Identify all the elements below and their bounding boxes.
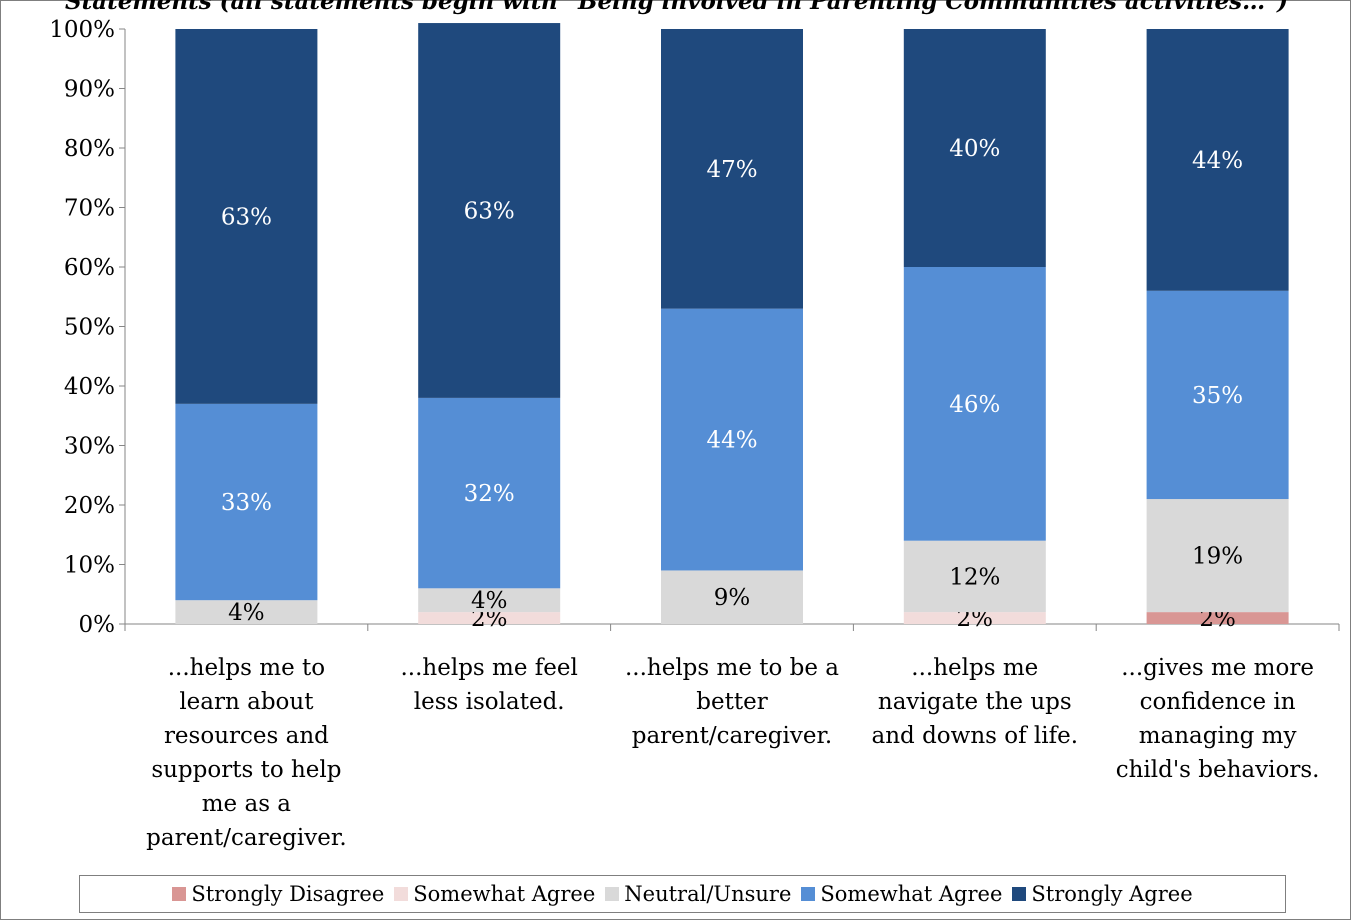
bar-segment <box>661 570 803 624</box>
data-label: 19% <box>1192 544 1243 570</box>
legend-swatch <box>605 887 620 901</box>
legend-item: Strongly Disagree <box>172 882 384 906</box>
legend-item: Somewhat Agree <box>394 882 595 906</box>
data-label: 44% <box>706 428 757 454</box>
data-label: 35% <box>1192 383 1243 409</box>
legend-label: Neutral/Unsure <box>624 882 792 906</box>
x-category-label: child's behaviors. <box>1116 757 1320 783</box>
bar-segment <box>418 588 561 613</box>
data-label: 4% <box>228 600 265 626</box>
legend-label: Somewhat Agree <box>820 882 1003 906</box>
x-category-label: ...helps me feel <box>401 655 578 681</box>
bar-segment <box>175 403 318 601</box>
legend-item: Somewhat Agree <box>801 882 1002 906</box>
x-category-label: ...helps me to be a <box>625 655 839 681</box>
legend-label: Strongly Disagree <box>191 882 385 906</box>
bar-segment <box>418 612 561 624</box>
y-tick-label: 60% <box>64 255 115 281</box>
x-category-label: ...helps me <box>911 655 1038 681</box>
data-label: 63% <box>221 204 272 230</box>
chart-title: Statements (all statements begin with "B… <box>64 0 1288 15</box>
x-category-label: ...helps me to <box>168 655 325 681</box>
bar-segment <box>903 540 1046 613</box>
legend-label: Strongly Agree <box>1031 882 1193 906</box>
x-category-label: resources and <box>164 723 329 749</box>
bar-segment <box>175 29 318 404</box>
legend-label: Somewhat Agree <box>413 882 596 906</box>
y-tick-label: 70% <box>64 196 115 222</box>
x-category-label: managing my <box>1139 723 1297 749</box>
bar-segment <box>418 397 561 589</box>
legend-swatch <box>394 887 409 901</box>
bar-segment <box>903 267 1046 541</box>
x-category-label: me as a <box>202 791 292 817</box>
data-label: 47% <box>706 157 757 183</box>
bar-segment <box>175 600 318 624</box>
bar-segment <box>1146 612 1289 624</box>
legend-swatch <box>1012 887 1027 901</box>
data-label: 4% <box>471 588 508 614</box>
y-tick-label: 30% <box>64 434 115 460</box>
bar-segment <box>661 29 803 309</box>
data-label: 46% <box>949 392 1000 418</box>
x-category-label: less isolated. <box>414 689 565 715</box>
data-label: 63% <box>464 198 515 224</box>
legend-item: Neutral/Unsure <box>605 882 791 906</box>
y-tick-label: 50% <box>64 315 115 341</box>
data-label: 33% <box>221 490 272 516</box>
bar-segment <box>903 29 1046 267</box>
x-category-label: navigate the ups <box>878 689 1072 715</box>
data-label: 40% <box>949 136 1000 162</box>
data-label: 9% <box>714 585 751 611</box>
y-tick-label: 10% <box>64 553 115 579</box>
y-tick-label: 20% <box>64 493 115 519</box>
bar-segment <box>1146 290 1289 500</box>
data-label: 44% <box>1192 148 1243 174</box>
x-category-label: parent/caregiver. <box>632 723 833 749</box>
bar-segment <box>1146 499 1289 613</box>
legend-swatch <box>801 887 816 901</box>
legend: Strongly Disagree Somewhat Agree Neutral/U… <box>79 875 1286 913</box>
x-category-label: parent/caregiver. <box>146 825 347 851</box>
x-category-label: learn about <box>179 689 314 715</box>
y-tick-label: 80% <box>64 136 115 162</box>
bar-segment <box>1146 29 1289 291</box>
legend-swatch <box>172 887 187 901</box>
bar-segment <box>903 612 1046 624</box>
bar-segment <box>418 23 561 398</box>
y-tick-label: 40% <box>64 374 115 400</box>
data-label: 12% <box>949 564 1000 590</box>
y-tick-label: 100% <box>49 17 115 43</box>
x-category-label: ...gives me more <box>1121 655 1314 681</box>
x-category-label: better <box>696 689 767 715</box>
x-category-label: confidence in <box>1140 689 1296 715</box>
data-label: 32% <box>464 481 515 507</box>
x-category-label: supports to help <box>151 757 341 783</box>
x-category-label: and downs of life. <box>872 723 1079 749</box>
legend-item: Strongly Agree <box>1012 882 1193 906</box>
y-tick-label: 90% <box>64 77 115 103</box>
y-tick-label: 0% <box>79 612 116 638</box>
bar-segment <box>661 308 803 571</box>
